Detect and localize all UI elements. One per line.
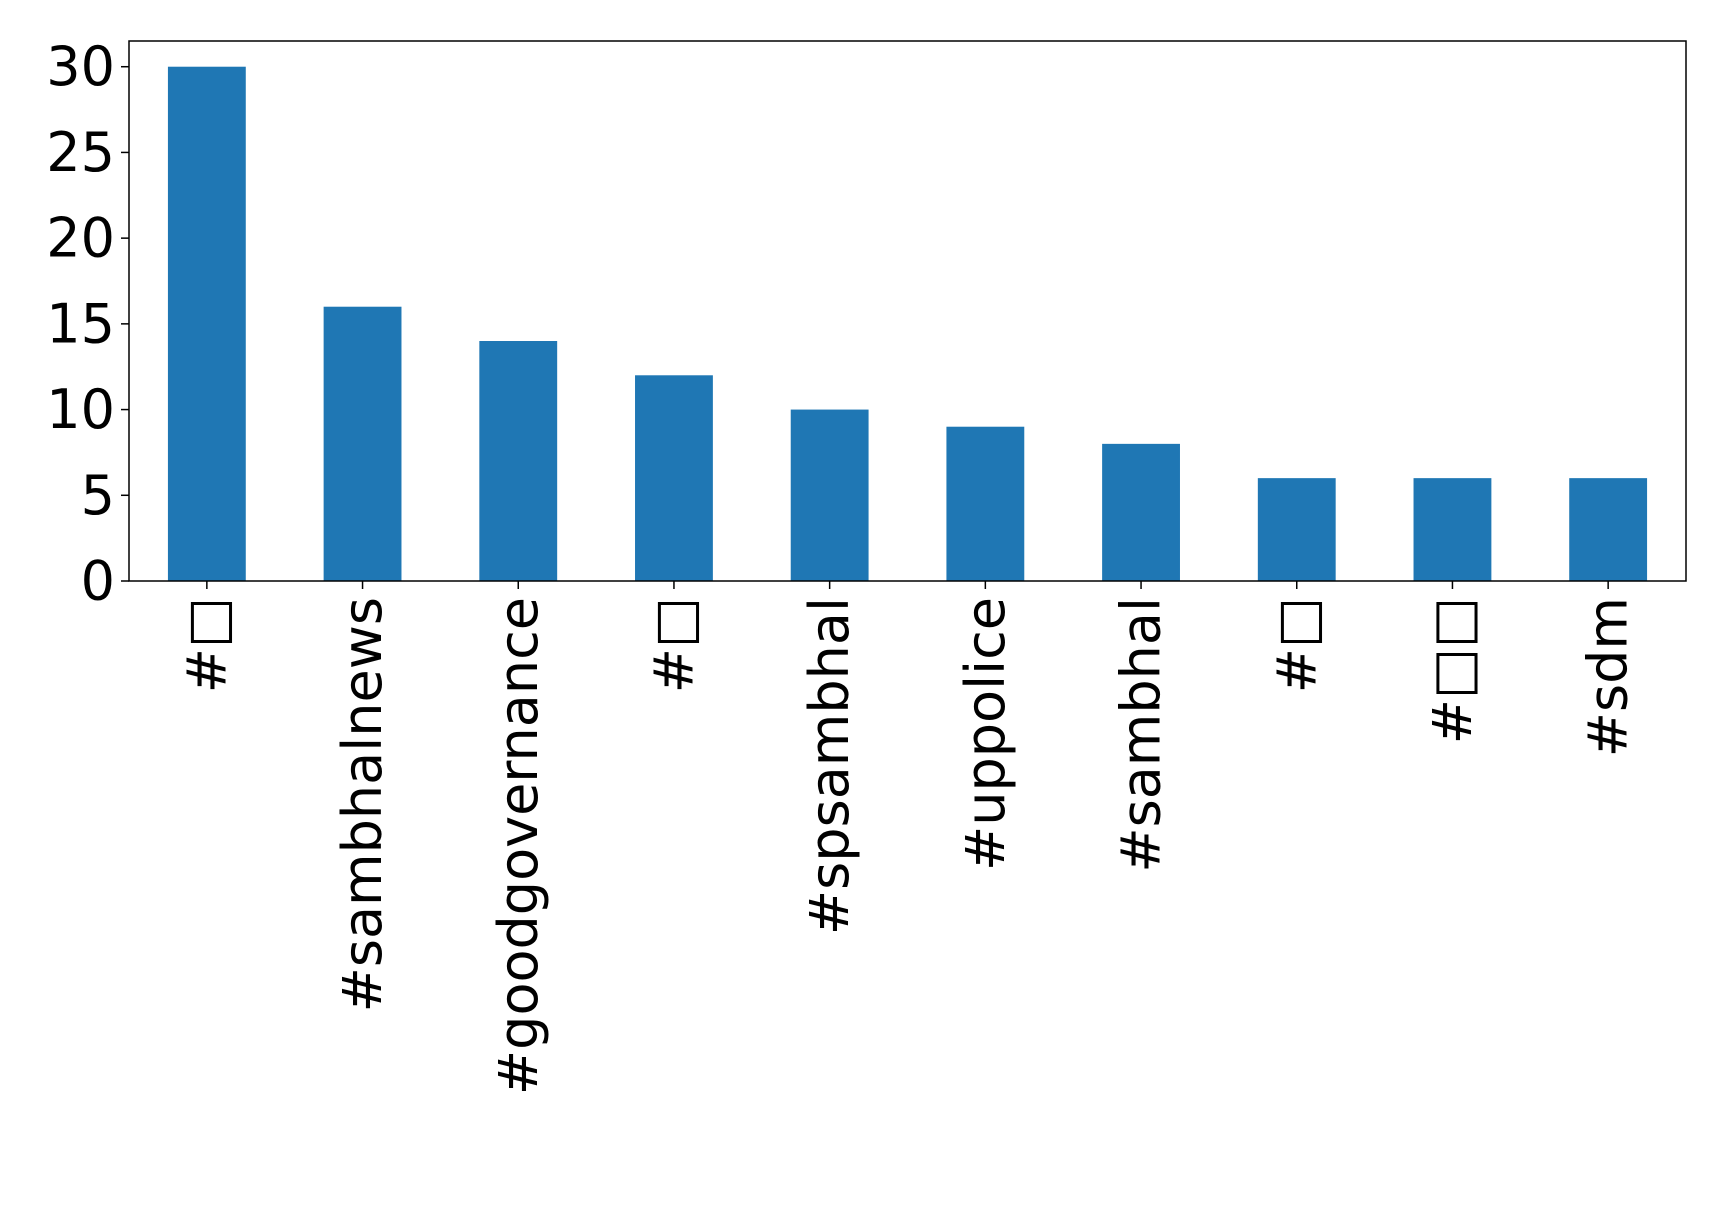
x-tick-label: #goodgovernance [487,597,550,1095]
x-tick-label: #□ [1265,597,1328,693]
y-tick-label: 15 [46,292,115,355]
y-tick-label: 20 [46,207,115,270]
bar [1413,478,1492,581]
bar [790,409,869,581]
x-tick-label: #□ [175,597,238,693]
bar [1257,478,1336,581]
y-tick-label: 10 [46,378,115,441]
bar [323,306,402,581]
y-tick-label: 25 [46,121,115,184]
bar [167,66,246,581]
y-tick-label: 30 [46,35,115,98]
y-tick-label: 0 [81,550,115,613]
x-axis: #□ #sambhalnews #goodgovernance #□ #spsambha… [175,581,1640,1095]
x-tick-label: #sambhalnews [331,597,394,1012]
x-tick-label: #uppolice [954,597,1017,871]
x-tick-label: #sambhal [1110,597,1173,873]
x-tick-label: #□□ [1421,597,1484,744]
bar [635,375,713,581]
bar [1102,443,1180,581]
bar [1569,478,1648,581]
plot-frame [128,40,1687,582]
y-axis: 0 5 10 15 20 25 30 [46,35,129,613]
bar [479,341,558,581]
x-tick-label: #□ [642,597,705,693]
bar [946,426,1025,581]
y-tick-label: 5 [81,464,115,527]
bars-group [167,66,1648,581]
x-tick-label: #spsambhal [798,597,861,935]
x-tick-label: #sdm [1577,597,1640,757]
